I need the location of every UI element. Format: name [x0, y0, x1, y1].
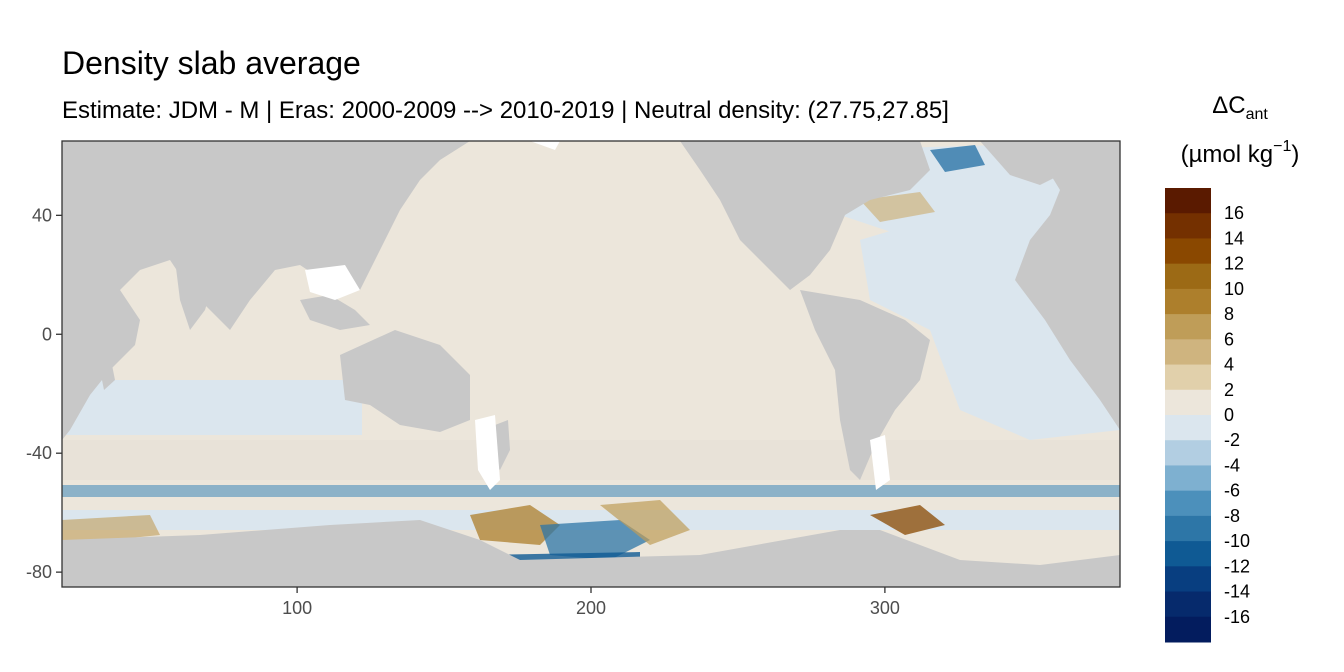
legend-color-bin: [1165, 566, 1211, 593]
legend-tick-label: 8: [1224, 304, 1234, 324]
svg-text:(µmol kg−1): (µmol kg−1): [1181, 138, 1300, 168]
legend-color-bin: [1165, 389, 1211, 416]
y-axis: 40 0 -40 -80: [26, 205, 62, 582]
legend-title-main: ΔC: [1212, 92, 1245, 119]
legend-color-bin: [1165, 339, 1211, 366]
legend-color-bin: [1165, 465, 1211, 492]
legend-color-bin: [1165, 616, 1211, 643]
land-eurasia: [62, 141, 470, 330]
land-india: [175, 260, 220, 330]
y-tick-label: 40: [32, 205, 52, 225]
y-tick-label: 0: [42, 324, 52, 344]
svg-text:ΔCant: ΔCant: [1212, 92, 1268, 123]
ross-sea-negative: [540, 520, 650, 560]
legend-tick-label: -8: [1224, 506, 1240, 526]
legend-color-bin: [1165, 288, 1211, 315]
legend-color-bin: [1165, 188, 1211, 214]
legend-color-bin: [1165, 314, 1211, 340]
legend-tick-label: 16: [1224, 203, 1244, 223]
legend-color-bin: [1165, 440, 1211, 466]
southern-negative-strip: [62, 485, 1120, 497]
legend-color-bin: [1165, 541, 1211, 567]
missing-data-drake: [870, 435, 890, 490]
land-south-america: [800, 290, 930, 480]
legend-tick-label: 4: [1224, 355, 1234, 375]
legend-colorbar: [1165, 188, 1211, 643]
land-australia: [340, 330, 470, 432]
land-indonesia: [300, 295, 370, 330]
legend-color-bin: [1165, 213, 1211, 239]
legend-tick-label: -6: [1224, 481, 1240, 501]
missing-data-se-asia: [305, 265, 360, 300]
y-tick-label: -80: [26, 562, 52, 582]
legend-tick-label: 14: [1224, 228, 1244, 248]
legend-color-bin: [1165, 238, 1211, 265]
x-axis: 100 200 300: [282, 587, 900, 618]
legend-color-bin: [1165, 591, 1211, 618]
legend-tick-label: -14: [1224, 582, 1250, 602]
chart-title: Density slab average: [62, 45, 361, 81]
legend-tick-label: 0: [1224, 405, 1234, 425]
legend: ΔCant (µmol kg−1) 16 14 12 10 8 6 4 2 0 -2 -4 -6 -8 -…: [1165, 92, 1299, 643]
legend-title-sup: −1: [1273, 138, 1291, 155]
antarctic-margin-strip: [62, 510, 1120, 530]
legend-tick-label: -16: [1224, 607, 1250, 627]
legend-tick-label: -2: [1224, 430, 1240, 450]
legend-color-bin: [1165, 515, 1211, 542]
x-tick-label: 100: [282, 598, 312, 618]
y-tick-label: -40: [26, 443, 52, 463]
ross-sea-positive: [470, 505, 560, 545]
southern-ocean-band: [62, 440, 1120, 480]
weddell-sea-positive: [870, 505, 945, 535]
map-panel: [62, 141, 1120, 587]
legend-tick-label: -10: [1224, 531, 1250, 551]
amundsen-positive: [600, 500, 690, 545]
legend-tick-label: 12: [1224, 254, 1244, 274]
legend-title-close: ): [1291, 141, 1299, 168]
legend-title-sub: ant: [1246, 106, 1269, 123]
legend-tick-label: 6: [1224, 329, 1234, 349]
missing-data-nz-sector: [475, 415, 500, 490]
labrador-sea-strong-negative: [930, 145, 985, 172]
legend-tick-label: -4: [1224, 455, 1240, 475]
land-north-america: [680, 141, 930, 290]
legend-tick-label: 2: [1224, 380, 1234, 400]
x-tick-label: 200: [576, 598, 606, 618]
legend-color-bin: [1165, 490, 1211, 517]
legend-color-bin: [1165, 415, 1211, 441]
chart-subtitle: Estimate: JDM - M | Eras: 2000-2009 --> …: [62, 97, 949, 124]
indian-ocean-negative-band: [62, 380, 362, 435]
x-tick-label: 300: [870, 598, 900, 618]
land: [62, 141, 1120, 587]
missing-data-arctic: [530, 141, 560, 150]
legend-tick-label: 10: [1224, 279, 1244, 299]
north-atlantic-positive: [860, 192, 935, 222]
legend-title-unit: (µmol kg: [1181, 141, 1274, 168]
land-antarctica: [62, 520, 1120, 587]
legend-color-bin: [1165, 263, 1211, 290]
legend-tick-label: -12: [1224, 556, 1250, 576]
legend-labels: 16 14 12 10 8 6 4 2 0 -2 -4 -6 -8 -10 -12 -14 -16: [1224, 203, 1250, 627]
legend-color-bin: [1165, 364, 1211, 391]
missing-data: [305, 141, 890, 490]
land-madagascar: [98, 355, 115, 390]
land-europe-africa-west: [1015, 141, 1120, 430]
